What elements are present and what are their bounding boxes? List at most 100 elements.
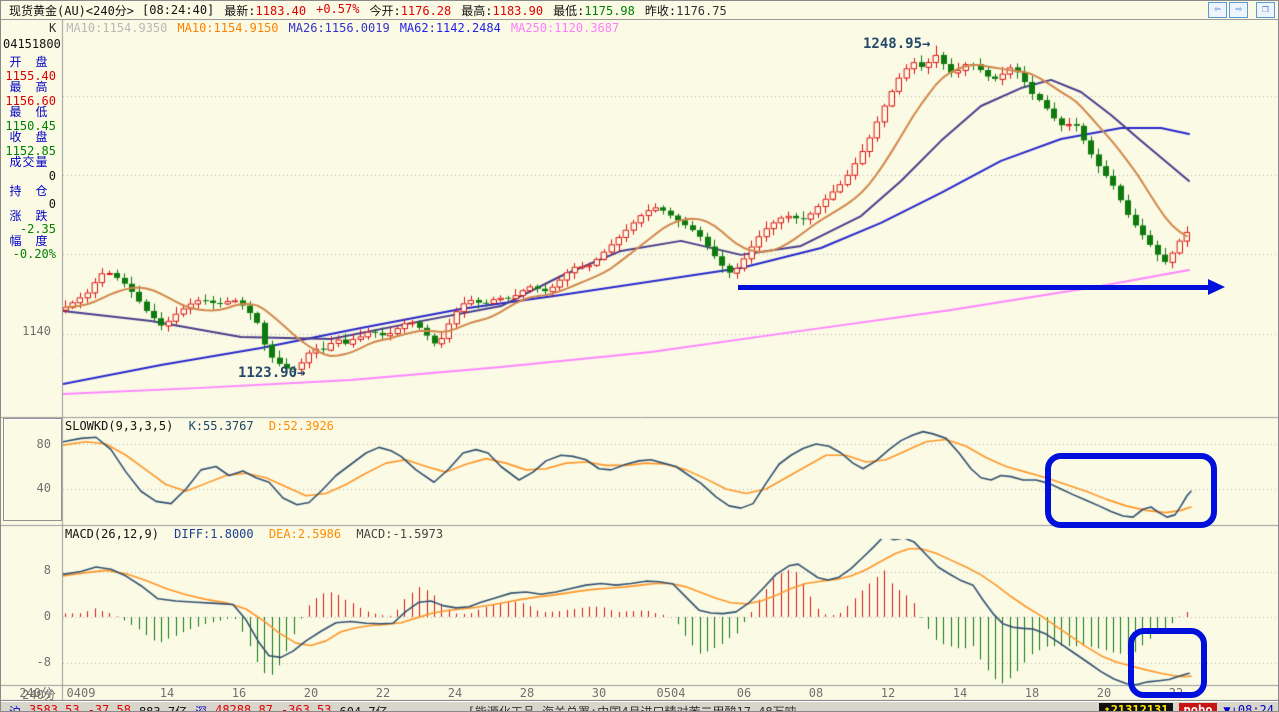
kd-scale-label: 40	[36, 481, 51, 495]
x-axis: 240分 0409 14 16 20 22 24 28 30 0504 06 08 12 14 18 20 22	[1, 686, 1278, 702]
ma-indicator-row: K MA10:1154.9350 MA10:1154.9150 MA26:1156.…	[49, 21, 629, 35]
kd-scale-label: 80	[36, 437, 51, 451]
window-buttons: ⇦ ⇨ ❐	[1206, 2, 1275, 18]
period-label: 240分	[19, 686, 53, 700]
x-axis-label: 20	[303, 686, 319, 700]
forward-arrow-button[interactable]: ⇨	[1229, 2, 1248, 18]
back-arrow-button[interactable]: ⇦	[1208, 2, 1227, 18]
x-axis-label: 24	[447, 686, 463, 700]
ohlc-label: 持 仓	[9, 184, 49, 198]
quote-field-value: 1183.90	[492, 3, 544, 18]
trend-arrow-annotation[interactable]	[738, 279, 1225, 295]
ohlc-value: 1150.45	[5, 119, 56, 133]
k-pane-label: K	[49, 21, 57, 35]
quote-field-label: 最低:	[553, 3, 585, 18]
high-price-annotation: 1248.95→	[863, 36, 931, 52]
macd-scale-label: 0	[43, 609, 51, 623]
symbol-title: 现货黄金(AU)<240分>	[9, 3, 135, 18]
ohlc-label: 开 盘	[9, 55, 49, 69]
quote-field-value: 1176.75	[676, 3, 727, 18]
macd-diff-value: DIFF:1.8000	[174, 527, 254, 541]
status-bar: 沪 3583.53 -37.58 883.7亿深 48288.87 -363.53 604.…	[1, 701, 1278, 712]
index-value: 883.7亿	[138, 705, 188, 712]
restore-window-button[interactable]: ❐	[1256, 2, 1275, 18]
kd-indicator-name: SLOWKD(9,3,3,5)	[65, 419, 174, 433]
ma-value-label: MA10:1154.9350	[66, 21, 168, 35]
x-axis-label: 0504	[656, 686, 686, 700]
index-value: 3583.53	[29, 703, 80, 712]
ohlc-label: 成交量	[9, 155, 49, 169]
quote-field-label: 最高:	[461, 3, 493, 18]
low-price-annotation: 1123.90→	[238, 365, 306, 381]
quote-field-label: 昨收:	[644, 3, 677, 18]
index-value: 48288.87	[215, 703, 273, 712]
quote-field-value: 1183.40	[255, 3, 307, 18]
quote-field-value: 1176.28	[400, 3, 452, 18]
arrowhead-icon	[1208, 279, 1225, 295]
ohlc-value: 1156.60	[5, 94, 56, 108]
x-axis-label: 20	[1096, 686, 1112, 700]
kd-pane-header: SLOWKD(9,3,3,5) K:55.3767 D:52.3926	[65, 419, 342, 433]
quote-field: 昨收:1176.75	[645, 2, 727, 19]
quote-bar: 现货黄金(AU)<240分> [08:24:40] 最新:1183.40 +0.5…	[1, 1, 1278, 20]
right-arrow-icon: →	[922, 36, 931, 52]
macd-macd-value: MACD:-1.5973	[356, 527, 444, 541]
quote-field: +0.57%	[316, 2, 359, 19]
hotline-badge: ↑21312131	[1099, 703, 1173, 711]
selected-bar-id: 04151800	[3, 37, 61, 51]
kd-highlight-box-annotation[interactable]	[1045, 453, 1217, 528]
quote-fields: 最新:1183.40 +0.57% 今开:1176.28 最高:1183.90 最低:1…	[214, 2, 726, 19]
x-axis-label: 28	[519, 686, 535, 700]
price-scale-label: 1140	[22, 324, 51, 338]
index-ticker: 沪 3583.53 -37.58 883.7亿深 48288.87 -363.53 604.…	[1, 703, 388, 712]
ohlc-label: 最 低	[9, 105, 49, 119]
x-axis-label: 0409	[66, 686, 96, 700]
index-value: 深	[195, 705, 208, 712]
x-axis-label: 14	[952, 686, 968, 700]
quote-field-value: 1175.98	[584, 3, 635, 18]
macd-scale-label: -8	[36, 655, 51, 669]
index-value: 沪	[9, 705, 22, 712]
ma-value-label: MA26:1156.0019	[288, 21, 390, 35]
ohlc-value: -2.35	[19, 222, 56, 236]
quote-field-label: 今开:	[369, 3, 401, 18]
ohlc-value: 0	[48, 169, 56, 183]
x-axis-label: 12	[880, 686, 896, 700]
connection-status-clock: ▼↓08:24	[1223, 703, 1274, 712]
ohlc-value: 1152.85	[5, 144, 56, 158]
ma-value-label: MA10:1154.9150	[177, 21, 279, 35]
index-value: -363.53	[280, 703, 332, 712]
kd-scale-box	[3, 418, 62, 521]
quote-field-value: +0.57%	[316, 1, 360, 16]
right-arrow-icon: →	[297, 365, 306, 381]
x-axis-label: 08	[808, 686, 824, 700]
ohlc-label: 涨 跌	[9, 209, 49, 223]
macd-dea-value: DEA:2.5986	[268, 527, 342, 541]
x-axis-label: 14	[159, 686, 175, 700]
x-axis-label: 30	[591, 686, 607, 700]
index-value: -37.58	[87, 703, 131, 712]
ohlc-label: 幅 度	[9, 234, 49, 248]
x-axis-label: 16	[231, 686, 247, 700]
macd-highlight-box-annotation[interactable]	[1128, 628, 1207, 698]
kd-k-value: K:55.3767	[188, 419, 254, 433]
ohlc-value: 1155.40	[5, 69, 56, 83]
ma-value-label: MA62:1142.2484	[399, 21, 501, 35]
x-axis-label: 22	[375, 686, 391, 700]
quote-field: 最低:1175.98	[553, 2, 635, 19]
x-axis-label: 240分	[22, 688, 56, 702]
ohlc-value: 0	[48, 197, 56, 211]
quote-field-label: 最新:	[224, 3, 256, 18]
quote-time: [08:24:40]	[142, 3, 215, 17]
brand-badge: pobo	[1178, 703, 1218, 711]
kd-d-value: D:52.3926	[268, 419, 334, 433]
x-axis-label: 06	[736, 686, 752, 700]
ohlc-label: 收 盘	[9, 130, 49, 144]
ohlc-label: 最 高	[9, 80, 49, 94]
index-value: 604.7亿	[339, 705, 388, 712]
news-ticker[interactable]: [能源化工品 海关总署:中国4月进口精对苯二甲酸17.48万吨	[467, 705, 797, 712]
macd-indicator-name: MACD(26,12,9)	[65, 527, 159, 541]
quote-field: 最高:1183.90	[461, 2, 543, 19]
